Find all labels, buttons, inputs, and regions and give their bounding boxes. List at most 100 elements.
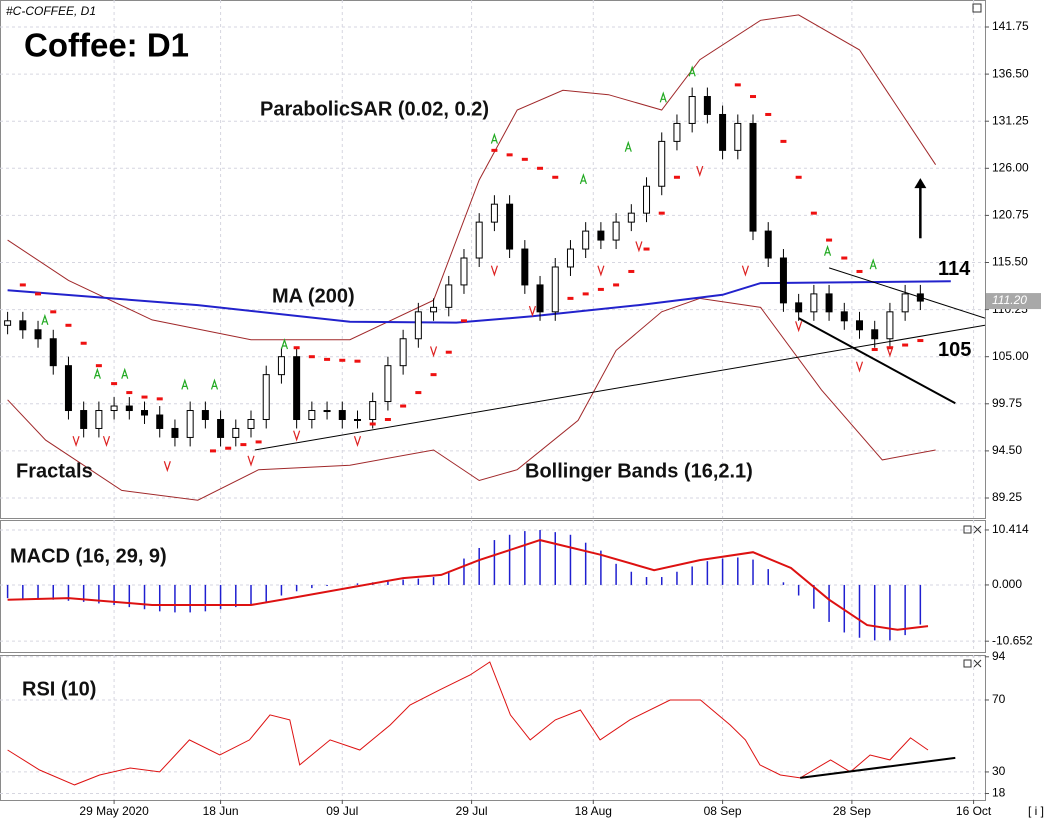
sar-dot	[445, 350, 452, 354]
fractal-down	[72, 435, 80, 448]
candle-body	[627, 212, 635, 223]
arrow-head	[914, 178, 927, 189]
axes: 29 May 2020 18 Jun 09 Jul 29 Jul 18 Aug 08 Se…	[79, 19, 1041, 818]
last-price-tag	[986, 293, 1041, 310]
candle-body	[353, 418, 361, 421]
x-tick-label: 18 Jun	[203, 804, 239, 818]
y-tick-label: 115.50	[992, 255, 1028, 269]
sar-dot	[50, 310, 57, 314]
sar-dot	[506, 153, 513, 157]
candle-body	[566, 248, 574, 268]
rsi-label: RSI (10)	[22, 678, 96, 700]
y-tick-label: 94.50	[992, 443, 1022, 457]
sar-dot	[856, 269, 863, 273]
sar-dot	[886, 346, 893, 350]
window-button[interactable]	[963, 525, 972, 534]
y-tick-label: 141.75	[992, 19, 1029, 33]
candle-body	[414, 311, 422, 340]
fractals-label: Fractals	[16, 460, 93, 482]
candle-body	[734, 122, 742, 151]
y-tick-label: 94	[992, 649, 1006, 663]
y-tick-label: 99.75	[992, 396, 1022, 410]
candle-body	[262, 374, 270, 420]
x-axis-band	[0, 801, 985, 824]
sar-dot	[917, 339, 924, 343]
fractal-up	[41, 313, 49, 326]
candle-body	[384, 365, 392, 403]
y-tick-label: 126.00	[992, 160, 1029, 174]
close-button[interactable]	[973, 659, 982, 668]
sar-dot	[225, 446, 232, 450]
y-tick-label: 18	[992, 786, 1006, 800]
x-tick-label: 18 Aug	[575, 804, 612, 818]
sar-dot	[415, 391, 422, 395]
fractal-up	[624, 140, 632, 152]
close-button[interactable]	[973, 525, 982, 534]
candle-body	[840, 311, 848, 322]
rsi-plot	[0, 655, 985, 800]
sar-dot	[871, 348, 878, 352]
fractal-down	[293, 430, 301, 442]
fractal-down	[353, 435, 362, 448]
candle-body	[688, 96, 696, 124]
fractal-down	[429, 346, 438, 358]
sar-dot	[209, 449, 216, 453]
candle-body	[19, 320, 27, 331]
candle-body	[141, 410, 149, 416]
candle-body	[719, 113, 727, 151]
candle-body	[597, 230, 605, 241]
candle-body	[490, 203, 498, 223]
candle-body	[886, 311, 894, 340]
x-tick-label: 28 Sep	[833, 804, 871, 818]
fractal-down	[102, 435, 111, 448]
sar-dot	[35, 292, 42, 296]
sar-dot	[628, 269, 635, 273]
candle-body	[475, 221, 483, 259]
candle-body	[855, 320, 863, 331]
candle-body	[4, 320, 12, 326]
candle-body	[460, 257, 468, 286]
candle-body	[293, 356, 301, 420]
candle-body	[643, 185, 651, 214]
window-button[interactable]	[963, 659, 972, 668]
sar-dot	[293, 346, 300, 350]
rsi-panel	[0, 655, 986, 801]
macd-label: MACD (16, 29, 9)	[10, 545, 167, 567]
candle-body	[338, 410, 346, 420]
y-tick-label: 0.000	[992, 577, 1022, 591]
y-tick-label: 10.414	[992, 522, 1029, 536]
fractal-down	[528, 305, 537, 317]
candle-body	[80, 410, 88, 429]
y-tick-label: 89.25	[992, 490, 1022, 504]
x-tick-label: 29 Jul	[456, 804, 488, 818]
candle-body	[217, 418, 225, 438]
rsi-line	[7, 661, 929, 786]
fractal-down	[696, 165, 704, 177]
sar-dot	[95, 364, 102, 368]
candle-body	[506, 203, 514, 250]
sar-dot	[750, 95, 757, 99]
info-button[interactable]: [ i ]	[1028, 804, 1044, 818]
candle-body	[901, 293, 909, 313]
sar-dot	[126, 391, 133, 395]
sar-dot	[552, 175, 559, 179]
fractal-up	[490, 132, 498, 144]
candle-body	[658, 140, 666, 187]
fractal-up	[210, 378, 219, 390]
candle-body	[156, 414, 164, 429]
symbol-label: #C-COFFEE, D1	[6, 4, 96, 18]
candle-body	[247, 418, 255, 429]
fractal-down	[490, 265, 498, 277]
candle-body	[34, 329, 42, 340]
candle-body	[171, 427, 179, 438]
window-button[interactable]	[972, 3, 982, 13]
candle-body	[810, 293, 818, 313]
sar-dot	[111, 382, 118, 386]
fractal-down	[886, 346, 894, 358]
sar-dot	[65, 323, 72, 327]
fractal-up	[869, 258, 877, 270]
bollinger-label: Bollinger Bands (16,2.1)	[525, 460, 753, 482]
candle-body	[125, 405, 133, 412]
trendline	[254, 324, 985, 451]
